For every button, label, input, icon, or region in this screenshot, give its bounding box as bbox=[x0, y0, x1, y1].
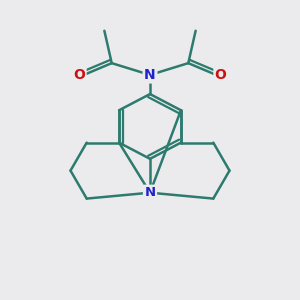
Text: O: O bbox=[215, 68, 226, 82]
Text: O: O bbox=[74, 68, 85, 82]
Text: N: N bbox=[144, 68, 156, 82]
Text: N: N bbox=[144, 186, 156, 199]
